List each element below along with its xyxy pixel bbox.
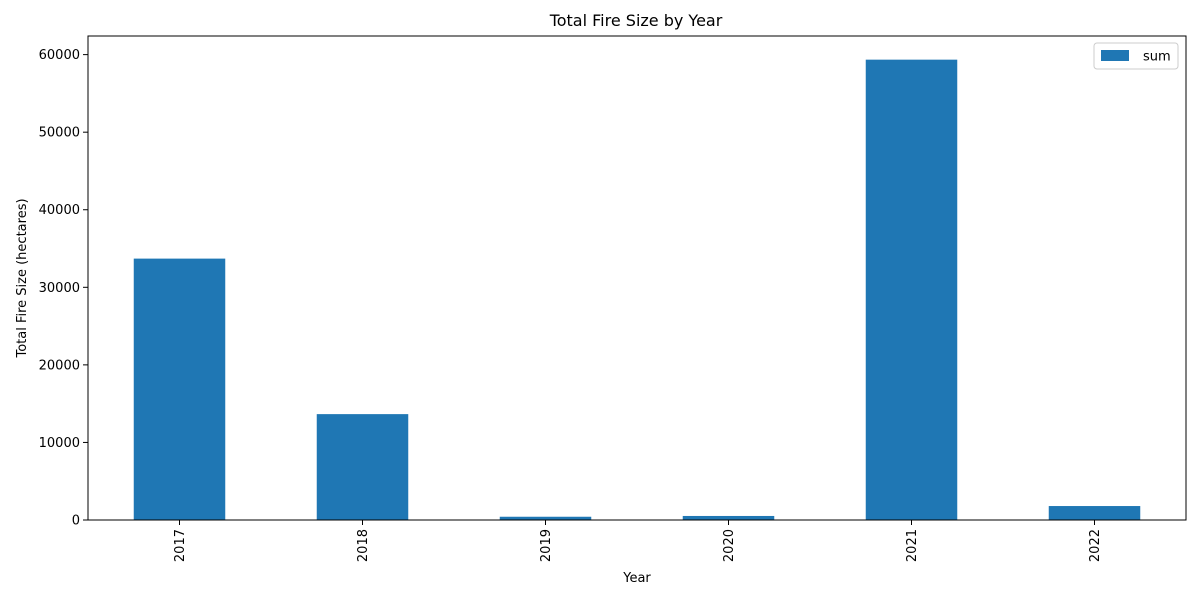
- x-tick-label-2017: 2017: [173, 529, 188, 562]
- y-tick-label: 50000: [39, 126, 80, 141]
- legend-box: [1093, 42, 1179, 70]
- legend-swatch: [1101, 50, 1129, 61]
- bars-group: [133, 59, 1141, 521]
- x-tick-label-2021: 2021: [905, 529, 920, 562]
- chart-title: Total Fire Size by Year: [549, 11, 723, 30]
- x-tick-label-2020: 2020: [722, 529, 737, 562]
- bar-2017: [133, 258, 226, 520]
- legend: sum: [1093, 42, 1179, 70]
- y-tick-label: 0: [72, 514, 80, 529]
- plot-frame: [87, 35, 1187, 521]
- bar-2019: [499, 516, 592, 520]
- y-axis: 0 10000 20000 30000 40000 50000 60000: [39, 48, 88, 529]
- bar-2021: [865, 59, 958, 521]
- y-tick-label: 40000: [39, 203, 80, 218]
- y-tick-label: 20000: [39, 358, 80, 373]
- bar-2020: [682, 515, 775, 520]
- x-tick-label-2019: 2019: [539, 529, 554, 562]
- bar-2018: [316, 414, 409, 520]
- x-axis-title: Year: [622, 571, 651, 586]
- y-axis-title: Total Fire Size (hectares): [15, 198, 30, 358]
- y-tick-label: 60000: [39, 48, 80, 63]
- y-tick-label: 10000: [39, 436, 80, 451]
- x-tick-label-2022: 2022: [1088, 529, 1103, 562]
- bar-2022: [1048, 506, 1141, 520]
- x-axis: 2017 2018 2019 2020 2021 2022: [173, 520, 1103, 562]
- y-tick-label: 30000: [39, 281, 80, 296]
- x-tick-label-2018: 2018: [356, 529, 371, 562]
- legend-label-sum: sum: [1143, 50, 1171, 65]
